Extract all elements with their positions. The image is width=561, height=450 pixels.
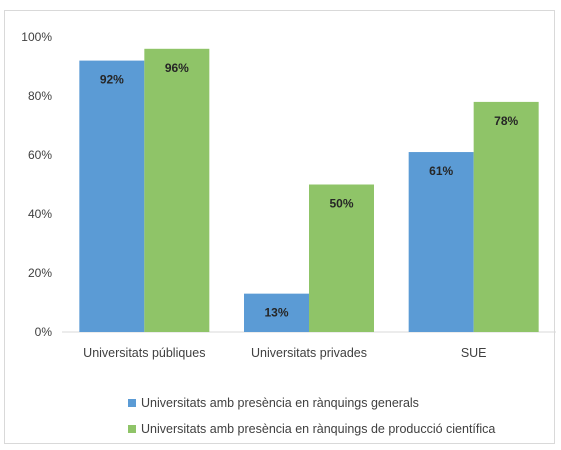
bar bbox=[409, 152, 474, 332]
bar bbox=[79, 61, 144, 332]
legend: Universitats amb presència en rànquings … bbox=[128, 393, 495, 445]
bar bbox=[144, 49, 209, 332]
legend-item-scientific: Universitats amb presència en rànquings … bbox=[128, 419, 495, 439]
y-tick-label: 0% bbox=[35, 325, 53, 339]
legend-item-general: Universitats amb presència en rànquings … bbox=[128, 393, 495, 413]
x-category-label: SUE bbox=[461, 346, 487, 360]
legend-swatch-general bbox=[128, 399, 136, 407]
data-label: 61% bbox=[429, 164, 453, 178]
data-label: 13% bbox=[264, 306, 288, 320]
x-category-label: Universitats públiques bbox=[83, 346, 205, 360]
y-tick-label: 40% bbox=[28, 207, 52, 221]
y-tick-label: 60% bbox=[28, 148, 52, 162]
legend-label-general: Universitats amb presència en rànquings … bbox=[141, 396, 419, 410]
data-label: 92% bbox=[100, 73, 124, 87]
data-label: 96% bbox=[165, 61, 189, 75]
x-category-label: Universitats privades bbox=[251, 346, 367, 360]
legend-label-scientific: Universitats amb presència en rànquings … bbox=[141, 422, 495, 436]
bar bbox=[474, 102, 539, 332]
data-label: 78% bbox=[494, 114, 518, 128]
legend-swatch-scientific bbox=[128, 425, 136, 433]
y-tick-label: 100% bbox=[21, 30, 52, 44]
y-tick-label: 80% bbox=[28, 89, 52, 103]
data-label: 50% bbox=[329, 197, 353, 211]
y-tick-label: 20% bbox=[28, 266, 52, 280]
